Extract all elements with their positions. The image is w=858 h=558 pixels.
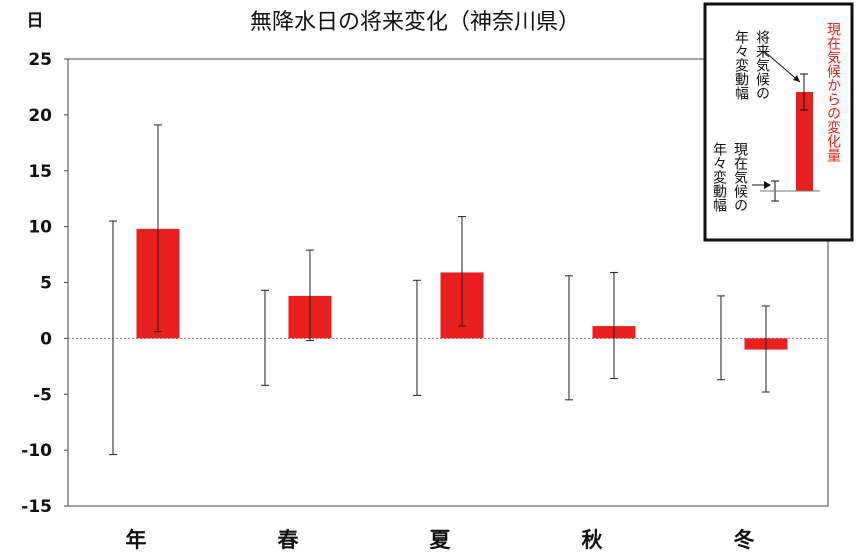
y-tick-label: -5	[33, 385, 52, 405]
legend-future-arrowhead	[793, 75, 800, 82]
legend-future-line1: 将来気候の	[754, 30, 770, 100]
y-tick-label: -15	[21, 497, 52, 517]
category-label: 夏	[430, 528, 452, 552]
y-tick-label: 20	[28, 106, 52, 126]
present-error-bar	[717, 295, 725, 381]
legend-change-bar	[796, 92, 813, 191]
category-label: 冬	[734, 528, 755, 552]
legend-present-arrowhead	[764, 181, 771, 189]
legend-future-arrow	[764, 51, 801, 83]
y-tick-label: 0	[40, 329, 52, 349]
future-error-bar	[762, 305, 770, 393]
present-error-bar	[413, 279, 421, 396]
category-label: 春	[278, 528, 300, 552]
y-tick-label: -10	[21, 441, 52, 461]
legend-present-line1: 現在気候の	[732, 142, 748, 212]
chart-title: 無降水日の将来変化（神奈川県）	[250, 10, 580, 35]
category-label: 年	[126, 528, 147, 552]
category-label: 秋	[582, 528, 604, 552]
legend: 将来気候の 年々変動幅 現在気候の 年々変動幅 現在気候からの変化量	[703, 2, 854, 242]
y-axis-label: 日	[27, 11, 44, 31]
x-axis-categories: 年春夏秋冬	[126, 528, 755, 552]
present-error-bar	[109, 220, 117, 456]
legend-change-label: 現在気候からの変化量	[825, 22, 841, 162]
y-tick-label: 10	[28, 218, 52, 238]
y-tick-label: 25	[28, 50, 52, 70]
future-error-bar	[610, 271, 618, 380]
y-tick-label: 5	[40, 274, 52, 294]
present-error-bar	[565, 275, 573, 401]
present-error-bar	[261, 289, 269, 386]
future-error-bar	[306, 249, 314, 342]
y-axis-ticks: 25 20 15 10 5 0 -5 -10 -15	[21, 50, 68, 517]
future-error-bar	[458, 216, 466, 327]
legend-future-line2: 年々変動幅	[733, 30, 749, 100]
legend-present-line2: 年々変動幅	[711, 142, 727, 212]
chart-marks	[109, 124, 788, 456]
future-error-bar	[154, 124, 162, 333]
y-tick-label: 15	[28, 162, 52, 182]
